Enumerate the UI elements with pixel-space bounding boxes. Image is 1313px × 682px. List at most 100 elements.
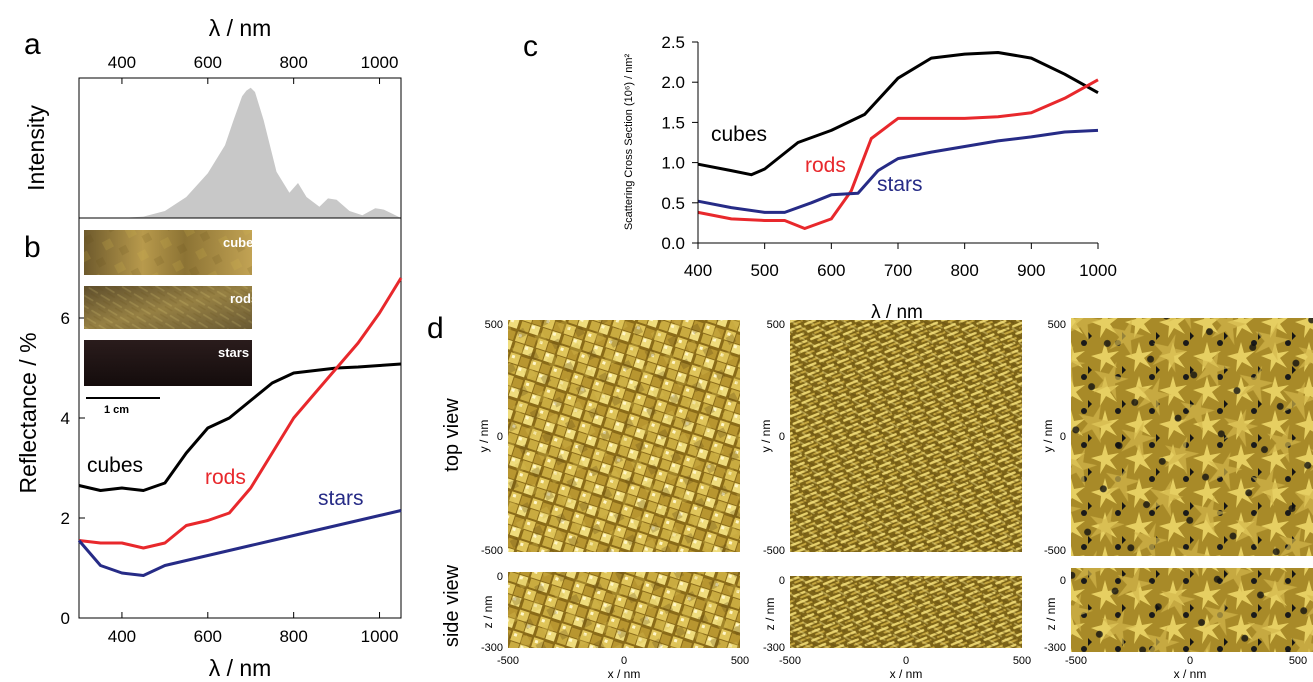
panel-b-reflectance: 400 600 800 1000 0 2 4 6 λ / nm Reflectance / %… [15, 217, 403, 681]
panel-letter-b: b [24, 231, 41, 264]
panel-c-xtick-label-800: 800 [950, 261, 978, 280]
panel-c-series [697, 51, 1099, 230]
panel-a-spectrum: 400 600 800 1000 λ / nm Intensity [23, 15, 402, 219]
sim-stars-x-tick-neg500: -500 [1065, 655, 1087, 667]
panel-a-tick-label-800: 800 [279, 53, 307, 72]
sim-rods-xlabel: x / nm [890, 667, 923, 681]
panel-c-label-stars: stars [877, 173, 923, 196]
panel-b-frame [78, 217, 402, 619]
panel-c-ytick-label-1.0: 1.0 [661, 154, 685, 173]
panel-letter-d: d [427, 312, 444, 345]
sim-cubes-top-tick-0: 0 [497, 431, 503, 443]
panel-c-line-rods [697, 78, 1099, 230]
panel-c-axes: 400 500 600 700 800 900 1000 0.0 0.5 1.0 1.5 2.0 2.5 [661, 33, 1117, 280]
photo-label-rods: rods [230, 291, 258, 306]
panel-c-line-cubes [697, 51, 1099, 177]
panel-b-ytick-label-2: 2 [61, 509, 70, 528]
panel-b-xlabel: λ / nm [209, 655, 272, 681]
panel-a-top-xlabel: λ / nm [209, 15, 272, 41]
lamp-spectrum-area [79, 87, 401, 218]
panel-c-ytick-label-2.0: 2.0 [661, 73, 685, 92]
sim-stars-x-tick-0: 0 [1187, 655, 1193, 667]
panel-a-tick-label-600: 600 [194, 53, 222, 72]
panel-c-xtick-label-500: 500 [750, 261, 778, 280]
sim-cubes-x-tick-500: 500 [731, 655, 749, 667]
panel-a-tick-label-1000: 1000 [361, 53, 399, 72]
sim-cubes-top-tick-neg500: -500 [481, 545, 503, 557]
panel-b-ytick-label-0: 0 [61, 609, 70, 628]
panel-c-line-stars [697, 128, 1099, 214]
sim-rods: 500 0 -500 y / nm 0 -300 z / nm -500 0 5… [759, 319, 1031, 681]
panel-a-tick-label-400: 400 [108, 53, 136, 72]
panel-d-simulations: top view side view 500 0 -500 y / nm 0 -… [441, 318, 1313, 681]
panel-b-label-cubes: cubes [87, 454, 143, 477]
panel-a-ylabel: Intensity [23, 105, 49, 191]
panel-b-line-rods [78, 277, 403, 550]
photo-label-stars: stars [218, 345, 249, 360]
panel-c-xtick-label-900: 900 [1017, 261, 1045, 280]
panel-c-ytick-label-2.5: 2.5 [661, 33, 685, 52]
sim-stars-top-tick-neg500: -500 [1044, 545, 1066, 557]
sim-rods-top-tick-500: 500 [767, 319, 785, 331]
sim-stars-top-ylabel: y / nm [1041, 420, 1055, 453]
scale-bar-label: 1 cm [104, 404, 129, 416]
sim-stars-side-tick-neg300: -300 [1044, 642, 1066, 654]
panel-c-xtick-label-1000: 1000 [1079, 261, 1117, 280]
panel-b-ytick-label-4: 4 [61, 409, 70, 428]
sim-stars-side-ylabel: z / nm [1044, 598, 1058, 631]
photo-label-cubes: cubes [223, 235, 261, 250]
panel-b-xtick-label-400: 400 [108, 627, 136, 646]
sim-cubes-side-tick-0: 0 [497, 571, 503, 583]
sim-stars-x-tick-500: 500 [1289, 655, 1307, 667]
sim-cubes-side-ylabel: z / nm [481, 596, 495, 629]
panel-b-ytick-label-6: 6 [61, 309, 70, 328]
panel-c-ytick-label-0.0: 0.0 [661, 234, 685, 253]
sim-cubes-side-tick-neg300: -300 [481, 642, 503, 654]
panel-c-xtick-label-700: 700 [884, 261, 912, 280]
panel-b-xtick-label-800: 800 [279, 627, 307, 646]
sim-cubes: 500 0 -500 y / nm 0 -300 z / nm -500 0 5… [477, 319, 749, 681]
panel-letter-c: c [523, 30, 538, 63]
sim-stars-top-tick-0: 0 [1060, 431, 1066, 443]
sim-cubes-top-ylabel: y / nm [477, 420, 491, 453]
sim-rods-top-tick-0: 0 [779, 431, 785, 443]
panel-b-series [77, 277, 403, 577]
sim-rods-x-tick-0: 0 [903, 655, 909, 667]
sample-photos-inset: cubes rods stars 1 cm [84, 230, 261, 416]
sim-rods-x-tick-500: 500 [1013, 655, 1031, 667]
sim-stars-xlabel: x / nm [1174, 667, 1207, 681]
panel-c-ytick-label-1.5: 1.5 [661, 113, 685, 132]
sim-rods-side-tick-neg300: -300 [763, 642, 785, 654]
sim-cubes-x-tick-0: 0 [621, 655, 627, 667]
panel-c-xtick-label-600: 600 [817, 261, 845, 280]
sim-rods-side-ylabel: z / nm [763, 598, 777, 631]
sim-rods-top-ylabel: y / nm [759, 420, 773, 453]
panel-b-axes: 400 600 800 1000 0 2 4 6 [61, 309, 399, 646]
panel-c-scattering: 400 500 600 700 800 900 1000 0.0 0.5 1.0 1.5 2.0 2.5… [623, 33, 1117, 323]
panel-b-label-stars: stars [318, 487, 364, 510]
sim-stars: 500 0 -500 y / nm 0 -300 z / nm -500 0 5… [1041, 318, 1313, 681]
top-view-label: top view [441, 398, 463, 472]
sim-stars-top-tick-500: 500 [1048, 319, 1066, 331]
sim-stars-side-tick-0: 0 [1060, 575, 1066, 587]
side-view-label: side view [441, 564, 463, 647]
sim-cubes-top-tick-500: 500 [485, 319, 503, 331]
sim-rods-side-tick-0: 0 [779, 575, 785, 587]
sim-rods-x-tick-neg500: -500 [779, 655, 801, 667]
panel-c-xlabel: λ / nm [871, 302, 923, 323]
panel-a-top-axis: 400 600 800 1000 [108, 53, 399, 84]
panel-b-xtick-label-600: 600 [194, 627, 222, 646]
panel-c-label-rods: rods [805, 154, 846, 177]
panel-b-line-cubes [78, 362, 402, 492]
panel-b-ylabel: Reflectance / % [15, 332, 41, 493]
panel-c-ytick-label-0.5: 0.5 [661, 194, 685, 213]
sim-cubes-xlabel: x / nm [608, 667, 641, 681]
sim-rods-top-tick-neg500: -500 [763, 545, 785, 557]
photo-stars [84, 340, 252, 386]
panel-b-line-stars [77, 509, 402, 577]
panel-c-xtick-label-400: 400 [684, 261, 712, 280]
panel-b-label-rods: rods [205, 466, 246, 489]
panel-letter-a: a [24, 28, 41, 61]
panel-c-ylabel: Scattering Cross Section (10⁶) / nm² [623, 54, 635, 231]
